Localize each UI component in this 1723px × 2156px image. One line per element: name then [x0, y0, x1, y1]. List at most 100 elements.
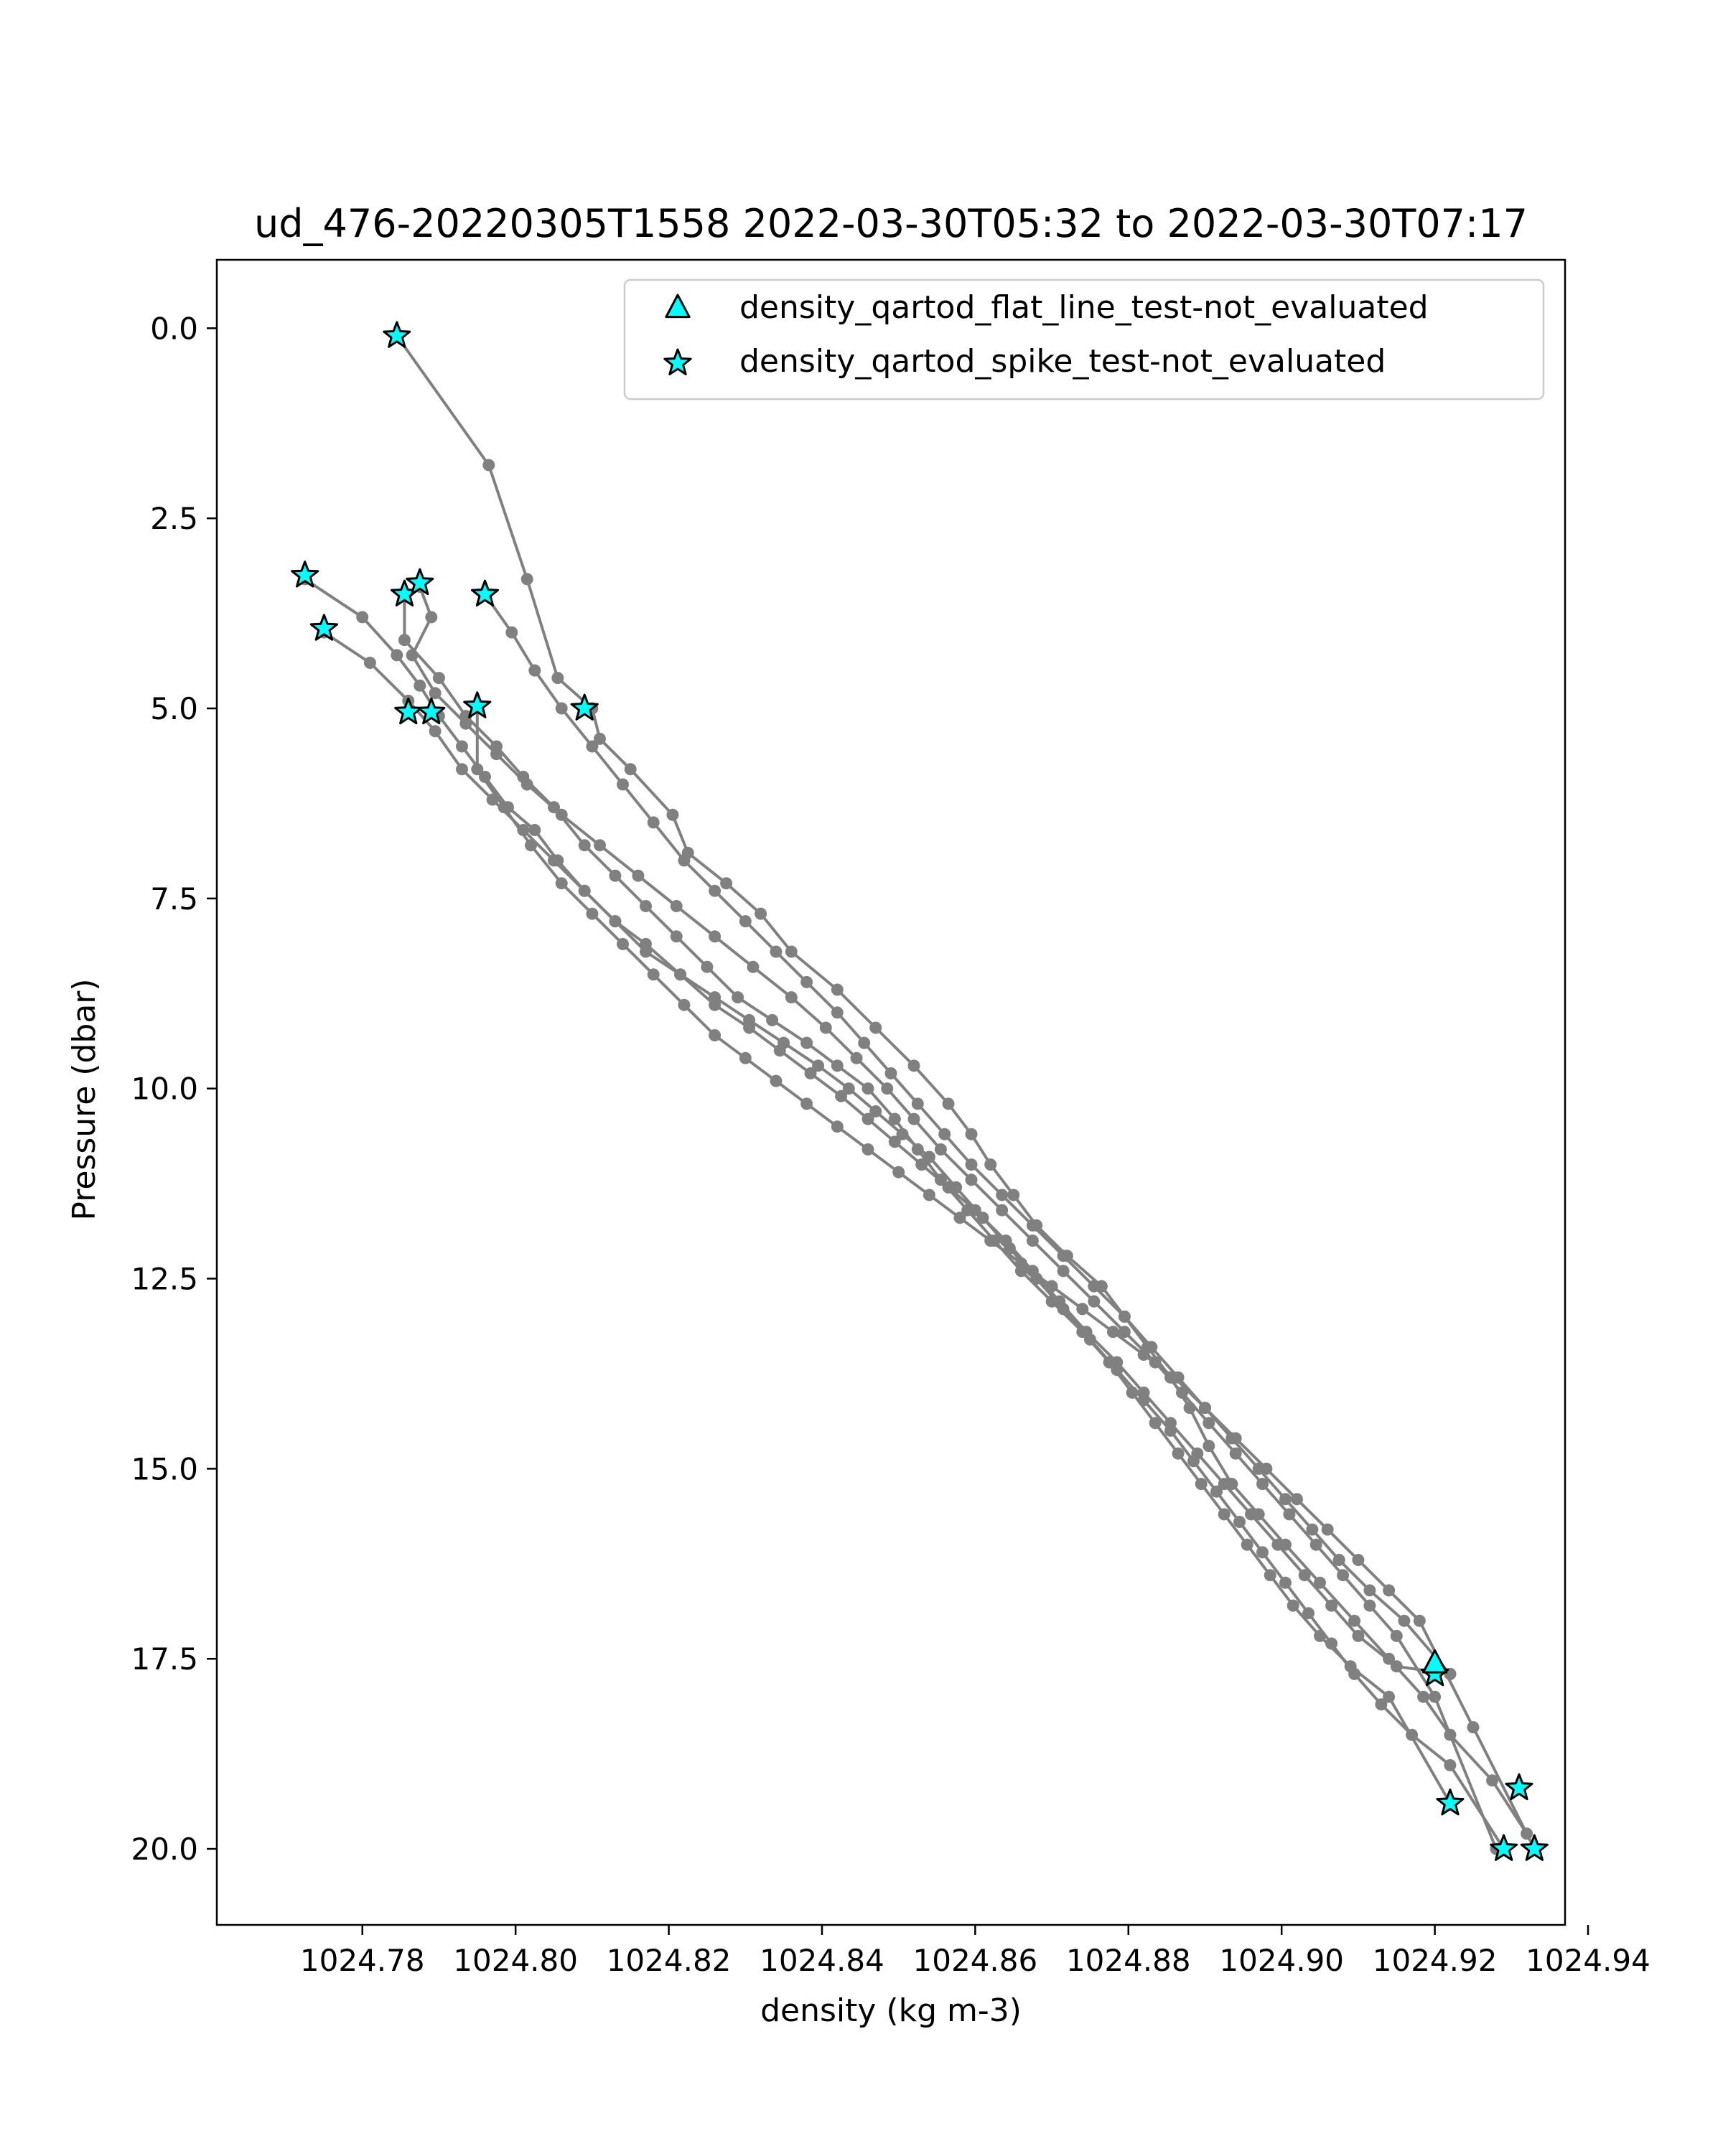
profile-point — [1271, 1538, 1284, 1551]
profile-point — [1106, 1326, 1119, 1339]
profile-point — [586, 907, 599, 920]
profile-point — [831, 983, 844, 996]
profile-point — [770, 945, 783, 958]
profile-point — [907, 1112, 920, 1125]
plot-frame — [215, 258, 1566, 1926]
profile-point — [938, 1128, 951, 1140]
x-tick-label: 1024.80 — [453, 1943, 578, 1978]
profile-point — [1203, 1417, 1215, 1430]
profile-point — [984, 1234, 997, 1247]
profile-point — [555, 808, 568, 821]
profile-point — [432, 672, 445, 685]
profile-point — [1390, 1660, 1403, 1673]
profile-point — [1444, 1759, 1457, 1771]
profile-point — [996, 1204, 1009, 1217]
profile-line — [304, 578, 1451, 1676]
profile-point — [804, 1067, 817, 1079]
profile-point — [1026, 1234, 1039, 1247]
x-axis-label: density (kg m-3) — [760, 1992, 1022, 2029]
y-tick-label: 17.5 — [131, 1641, 198, 1677]
flag-markers-layer — [291, 321, 1549, 1861]
profile-point — [1014, 1257, 1027, 1270]
profile-point — [425, 611, 438, 624]
profile-point — [1337, 1569, 1350, 1582]
profile-point — [892, 1166, 905, 1178]
profile-point — [1137, 1349, 1150, 1361]
profile-point — [1260, 1462, 1273, 1475]
triangle-marker-icon — [665, 294, 691, 319]
profile-point — [528, 824, 541, 836]
profile-point — [884, 1067, 897, 1079]
profile-point — [586, 740, 599, 753]
profile-point — [555, 702, 568, 715]
profile-point — [1287, 1599, 1299, 1612]
profile-point — [1429, 1690, 1442, 1703]
profile-line — [483, 593, 1452, 1675]
profile-series-7 — [471, 702, 1541, 1855]
profile-point — [624, 763, 637, 776]
spike-test-star-marker — [1436, 1789, 1465, 1816]
profile-point — [1283, 1508, 1296, 1521]
profile-point — [1325, 1637, 1338, 1650]
profile-point — [1229, 1447, 1242, 1460]
profile-point — [1383, 1584, 1396, 1597]
x-tick-label: 1024.86 — [913, 1943, 1038, 1978]
profile-point — [674, 968, 687, 981]
profile-point — [555, 877, 568, 890]
profile-point — [747, 960, 760, 973]
profile-point — [800, 1097, 813, 1110]
spike-test-star-marker — [406, 568, 434, 596]
y-axis-ticks: 0.0 2.5 5.0 7.5 10.0 12.5 15.0 17.5 20.0 — [131, 311, 217, 1867]
profile-point — [984, 1158, 997, 1171]
legend-triangle-marker — [665, 294, 691, 319]
profile-point — [471, 763, 484, 776]
profile-point — [709, 1029, 722, 1041]
profile-point — [743, 1013, 756, 1026]
profile-point — [647, 968, 660, 981]
y-tick-label: 10.0 — [131, 1072, 198, 1107]
profile-point — [1195, 1478, 1208, 1491]
profile-point — [1413, 1614, 1426, 1627]
profile-point — [406, 649, 419, 662]
profile-point — [1302, 1607, 1315, 1620]
profile-point — [456, 740, 468, 753]
profile-point — [1057, 1250, 1070, 1262]
profile-point — [1279, 1493, 1292, 1506]
profile-point — [1486, 1774, 1499, 1787]
profile-point — [1383, 1690, 1396, 1703]
profile-point — [1126, 1386, 1139, 1399]
y-tick-label: 5.0 — [150, 691, 198, 726]
profile-point — [617, 778, 629, 791]
profile-point — [888, 1112, 901, 1125]
profile-point — [800, 975, 813, 988]
profile-point — [1325, 1599, 1338, 1612]
profile-point — [609, 915, 622, 928]
profile-point — [739, 1051, 752, 1064]
profile-point — [632, 869, 645, 882]
profile-point — [709, 930, 722, 943]
profile-point — [459, 717, 472, 730]
profile-point — [429, 725, 442, 738]
profile-point — [934, 1173, 947, 1186]
profile-point — [1309, 1538, 1322, 1551]
y-tick-label: 15.0 — [131, 1451, 198, 1486]
profile-point — [732, 991, 744, 1004]
x-tick-label: 1024.82 — [607, 1943, 732, 1978]
profile-point — [1352, 1629, 1365, 1642]
profile-point — [1199, 1402, 1211, 1415]
profile-point — [996, 1189, 1009, 1201]
spike-test-star-marker — [383, 321, 411, 348]
profile-point — [1279, 1576, 1292, 1589]
x-tick-label: 1024.92 — [1373, 1943, 1498, 1978]
profile-point — [869, 1021, 882, 1034]
profile-point — [1390, 1629, 1403, 1642]
profile-point — [520, 573, 533, 586]
profile-point — [678, 998, 691, 1011]
profile-point — [1306, 1523, 1319, 1536]
profile-point — [482, 459, 495, 472]
profile-point — [709, 884, 722, 897]
profile-series-5 — [406, 581, 1503, 1855]
profile-point — [739, 915, 752, 928]
spike-test-star-marker — [470, 579, 499, 606]
